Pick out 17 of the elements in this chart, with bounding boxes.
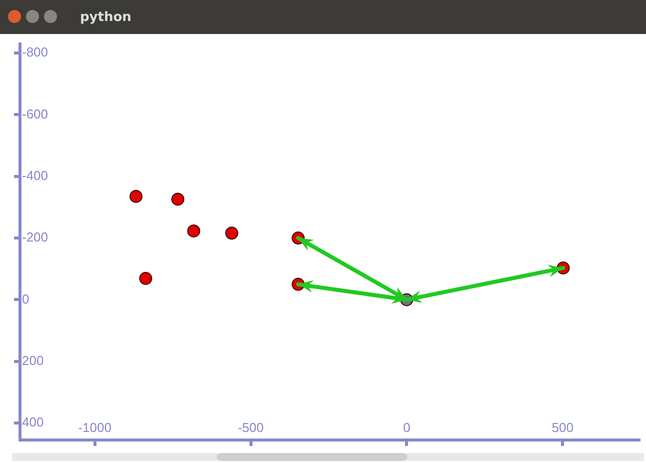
x-tick-label: -500 (238, 420, 264, 435)
point (187, 224, 200, 238)
chart-title: python (80, 10, 132, 24)
x-tick-label: 500 (552, 420, 574, 435)
y-tick-label: 0 (22, 291, 30, 306)
y-tick-label: -600 (22, 106, 48, 122)
point (139, 272, 152, 285)
y-tick-label: 400 (22, 414, 44, 430)
y-tick-label: -400 (22, 168, 48, 183)
x-tick-label: -1000 (78, 420, 112, 435)
point (225, 226, 238, 240)
y-tick-label: -200 (22, 230, 48, 245)
y-tick-label: -800 (22, 44, 48, 60)
point (171, 192, 184, 206)
x-tick-label: 0 (403, 420, 410, 435)
y-tick-label: 200 (22, 352, 44, 368)
point (130, 190, 143, 203)
